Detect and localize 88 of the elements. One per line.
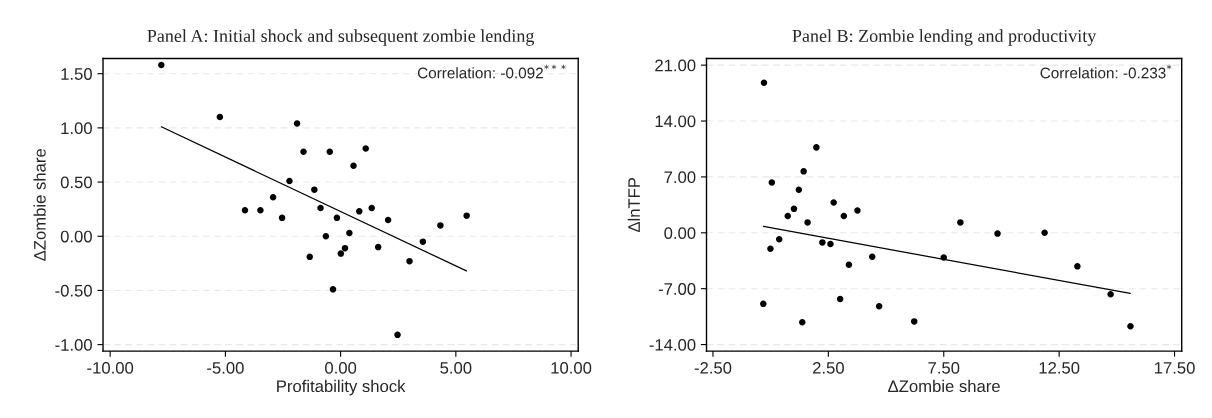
point <box>269 193 277 201</box>
y-tick-label: -1.00 <box>55 339 92 351</box>
y-tick-label: 7.00 <box>664 171 696 184</box>
point <box>790 205 798 213</box>
x-tick-label: -5.00 <box>207 361 244 374</box>
x-tick-label: 2.50 <box>812 361 844 374</box>
x-tick-label: 0.00 <box>325 361 357 374</box>
y-tick-label: -0.50 <box>55 284 92 297</box>
x-tick-label: 5.00 <box>440 361 472 374</box>
chart-title: Panel A: Initial shock and subsequent zombie lending <box>147 29 535 46</box>
y-tick-label: 14.00 <box>655 115 696 128</box>
point <box>278 214 286 222</box>
point <box>768 179 776 186</box>
point <box>216 113 224 121</box>
point <box>957 219 964 226</box>
point <box>326 148 334 155</box>
point <box>158 61 165 69</box>
annotation: Correlation: -0.092$^{***}$ <box>417 64 566 79</box>
point <box>819 239 826 246</box>
y-tick-label: 1.50 <box>61 68 92 80</box>
point <box>1107 291 1114 298</box>
point <box>875 302 883 310</box>
point <box>437 222 444 229</box>
point <box>311 186 318 193</box>
point <box>362 145 369 152</box>
y-axis-title: ΔlnTFP <box>627 177 640 233</box>
y-tick-label: 0.50 <box>60 176 92 189</box>
point <box>257 206 264 214</box>
point <box>394 331 401 339</box>
point <box>767 245 774 253</box>
point <box>840 212 848 220</box>
x-tick-label: 7.50 <box>928 361 960 374</box>
chart-title: Panel B: Zombie lending and productivity <box>792 29 1097 46</box>
point <box>317 204 324 212</box>
point <box>1041 229 1048 237</box>
point <box>329 286 337 293</box>
y-tick-label: 0.00 <box>60 230 92 243</box>
point <box>799 318 806 326</box>
point <box>286 177 293 185</box>
point <box>337 250 345 257</box>
point <box>300 148 307 155</box>
point <box>784 212 791 220</box>
y-tick-label: 21.00 <box>655 59 696 72</box>
point <box>804 219 811 226</box>
point <box>333 214 341 222</box>
x-axis-title: Profitability shock <box>277 379 406 396</box>
point <box>356 208 363 215</box>
y-tick-label: -7.00 <box>658 283 696 295</box>
point <box>1074 263 1081 270</box>
x-tick-label: 10.00 <box>551 361 592 374</box>
point <box>374 243 382 251</box>
y-tick-label: -14.00 <box>649 338 696 351</box>
annotation: Correlation: -0.233$^{*}$ <box>1040 64 1172 79</box>
point <box>830 199 837 206</box>
point <box>836 295 844 303</box>
point <box>306 253 313 261</box>
point <box>800 168 807 175</box>
point <box>760 300 767 308</box>
x-tick-label: -2.50 <box>694 361 732 374</box>
point <box>760 79 768 86</box>
point <box>994 230 1001 237</box>
y-axis-title: ΔZombie share <box>33 149 46 261</box>
x-tick-label: 17.50 <box>1154 361 1195 374</box>
point <box>406 257 413 265</box>
point <box>868 253 876 261</box>
point <box>322 232 330 240</box>
point <box>845 261 853 268</box>
point <box>384 216 392 224</box>
x-tick-label: -10.00 <box>87 361 134 374</box>
point <box>827 240 834 248</box>
point <box>241 206 249 214</box>
point <box>368 204 375 212</box>
y-tick-label: 1.00 <box>61 122 92 135</box>
point <box>795 186 803 193</box>
point <box>419 238 427 245</box>
point <box>293 120 301 127</box>
x-tick-label: 12.50 <box>1039 361 1080 374</box>
point <box>910 318 918 325</box>
x-axis-title: ΔZombie share <box>888 379 1000 393</box>
point <box>775 235 783 243</box>
point <box>1127 322 1134 330</box>
point <box>813 144 820 151</box>
y-tick-label: 0.00 <box>664 227 696 240</box>
point <box>350 162 357 170</box>
point <box>341 244 349 252</box>
point <box>854 207 861 214</box>
point <box>463 212 470 219</box>
point <box>346 229 353 237</box>
